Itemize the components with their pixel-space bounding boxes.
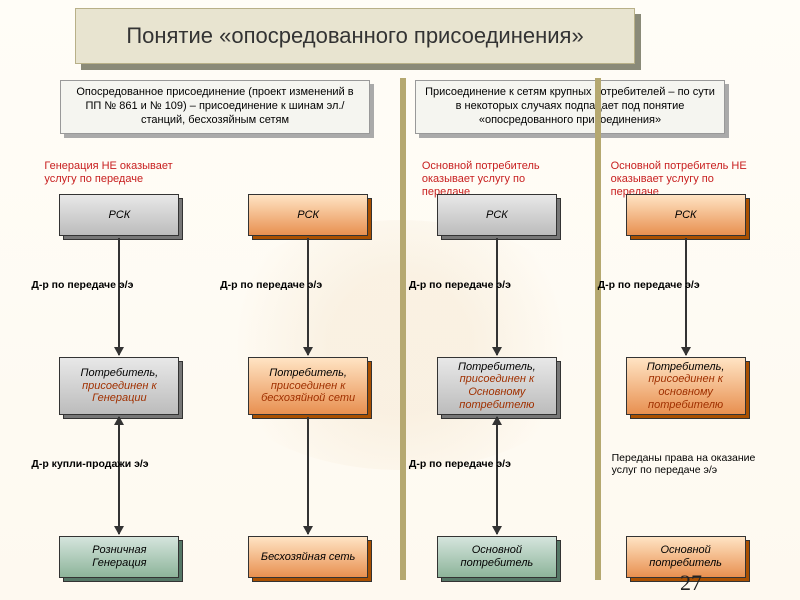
col3-arrow2: Д-р по передаче э/э bbox=[403, 417, 592, 534]
col1-arrow2: Д-р купли-продажи э/э bbox=[25, 417, 214, 534]
description-left-box: Опосредованное присоединение (проект изм… bbox=[60, 80, 370, 134]
col4-arrow1: Д-р по передаче э/э bbox=[591, 238, 780, 355]
col3-arrow1: Д-р по передаче э/э bbox=[403, 238, 592, 355]
col2-header bbox=[233, 160, 383, 188]
col1-arrow1: Д-р по передаче э/э bbox=[25, 238, 214, 355]
description-right: Присоединение к сетям крупных потребител… bbox=[415, 80, 725, 134]
col3-node-top: РСК bbox=[437, 194, 557, 236]
col1-node-bot: Розничная Генерация bbox=[59, 536, 179, 578]
col4-node-mid: Потребитель,присоединен к основному потр… bbox=[626, 357, 746, 415]
col2-arrow1: Д-р по передаче э/э bbox=[214, 238, 403, 355]
col2-node-mid: Потребитель,присоединен к бесхозяйной се… bbox=[248, 357, 368, 415]
col3-header: Основной потребитель оказывает услугу по… bbox=[422, 160, 572, 188]
column-3: Основной потребитель оказывает услугу по… bbox=[403, 160, 592, 580]
col2-node-bot: Бесхозяйная сеть bbox=[248, 536, 368, 578]
col4-arrow2: Переданы права на оказание услуг по пере… bbox=[591, 417, 780, 534]
col2-node-top: РСК bbox=[248, 194, 368, 236]
col1-node-mid: Потребитель,присоединен к Генерации bbox=[59, 357, 179, 415]
column-1: Генерация НЕ оказывает услугу по передач… bbox=[25, 160, 214, 580]
column-2: РСК Д-р по передаче э/э Потребитель,прис… bbox=[214, 160, 403, 580]
description-left: Опосредованное присоединение (проект изм… bbox=[60, 80, 370, 134]
col1-header: Генерация НЕ оказывает услугу по передач… bbox=[44, 160, 194, 188]
description-right-box: Присоединение к сетям крупных потребител… bbox=[415, 80, 725, 134]
col2-arrow2 bbox=[214, 417, 403, 534]
col1-node-top: РСК bbox=[59, 194, 179, 236]
column-4: Основной потребитель НЕ оказывает услугу… bbox=[591, 160, 780, 580]
col4-node-top: РСК bbox=[626, 194, 746, 236]
slide-title: Понятие «опосредованного присоединения» bbox=[75, 8, 635, 64]
diagram-columns: Генерация НЕ оказывает услугу по передач… bbox=[25, 160, 780, 580]
page-number: 27 bbox=[680, 570, 702, 596]
col3-node-bot: Основной потребитель bbox=[437, 536, 557, 578]
col4-header: Основной потребитель НЕ оказывает услугу… bbox=[611, 160, 761, 188]
slide-title-box: Понятие «опосредованного присоединения» bbox=[75, 8, 635, 64]
col3-node-mid: Потребитель,присоединен к Основному потр… bbox=[437, 357, 557, 415]
